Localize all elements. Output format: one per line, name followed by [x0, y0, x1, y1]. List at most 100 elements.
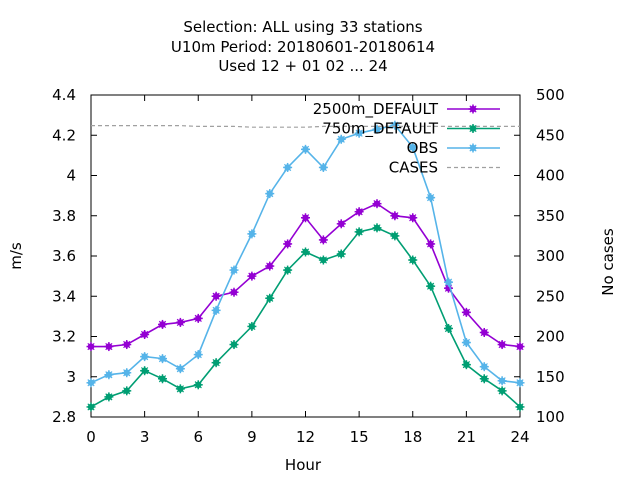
- series-point-2500m-default: [86, 342, 96, 352]
- y2-tick-label: 450: [536, 126, 565, 144]
- series-point-obs: [444, 277, 453, 287]
- series-point-obs: [497, 376, 507, 386]
- series-point-2500m-default: [390, 211, 400, 221]
- y2-tick-label: 350: [536, 207, 565, 225]
- series-point-2500m-default: [515, 342, 525, 352]
- series-point-750m-default: [372, 223, 382, 233]
- series-point-750m-default: [86, 402, 96, 412]
- series-point-obs: [193, 350, 203, 360]
- y2-tick-label: 200: [536, 328, 565, 346]
- series-point-obs: [158, 354, 167, 364]
- series-point-obs: [140, 352, 150, 362]
- series-point-750m-default: [158, 374, 167, 384]
- series-point-obs: [515, 378, 525, 388]
- series-point-obs: [265, 189, 275, 199]
- series-point-2500m-default: [211, 291, 221, 301]
- series-point-750m-default: [229, 340, 239, 350]
- y2-axis-ticks: 100 150 200 250 300 350 400 450 500: [514, 86, 565, 426]
- series-point-2500m-default: [175, 317, 185, 327]
- series-point-2500m-default: [426, 239, 436, 249]
- x-tick-label: 3: [140, 428, 150, 446]
- y2-tick-label: 150: [536, 368, 565, 386]
- x-axis-label: Hour: [285, 456, 322, 474]
- series-point-obs: [104, 370, 114, 380]
- series-point-2500m-default: [318, 235, 328, 245]
- legend-label-cases: CASES: [389, 159, 438, 177]
- y-tick-label: 3.2: [52, 328, 76, 346]
- series-point-750m-default: [461, 360, 471, 370]
- y-tick-label: 3.4: [52, 287, 76, 305]
- series-point-750m-default: [497, 386, 507, 396]
- series-point-obs: [301, 144, 310, 154]
- x-tick-label: 15: [350, 428, 369, 446]
- y-tick-label: 2.8: [52, 408, 76, 426]
- series-point-750m-default: [104, 392, 114, 402]
- series-point-obs: [283, 162, 293, 172]
- x-axis-ticks: 0 3 6 9 12 15 18 21 24: [86, 95, 530, 446]
- legend-marker-2500m-default: [468, 104, 478, 114]
- series-point-obs: [479, 362, 489, 372]
- series-point-2500m-default: [283, 239, 293, 249]
- series-point-2500m-default: [354, 207, 364, 217]
- series-point-obs: [372, 124, 382, 134]
- series-point-obs: [408, 142, 418, 152]
- series-point-750m-default: [283, 265, 293, 275]
- y2-tick-label: 250: [536, 287, 565, 305]
- y-tick-label: 3: [66, 368, 76, 386]
- series-line-cases: [91, 124, 520, 128]
- series-point-750m-default: [479, 374, 489, 384]
- x-tick-label: 21: [457, 428, 476, 446]
- x-tick-label: 6: [193, 428, 203, 446]
- x-tick-label: 9: [247, 428, 257, 446]
- y-axis-ticks: 2.8 3 3.2 3.4 3.6 3.8 4 4.2 4.4: [52, 86, 97, 426]
- series-point-750m-default: [140, 366, 150, 376]
- series-point-750m-default: [354, 227, 364, 237]
- y2-tick-label: 300: [536, 247, 565, 265]
- legend-marker-750m-default: [468, 124, 478, 133]
- series-point-2500m-default: [122, 340, 132, 350]
- series-point-obs: [461, 338, 471, 348]
- series-point-2500m-default: [461, 307, 471, 317]
- series-point-750m-default: [426, 281, 436, 291]
- series-point-750m-default: [390, 231, 400, 241]
- series-layer: [86, 120, 525, 412]
- y2-tick-label: 400: [536, 167, 565, 185]
- series-point-2500m-default: [479, 327, 489, 337]
- legend-label-obs: OBS: [407, 139, 438, 157]
- series-point-750m-default: [336, 249, 346, 259]
- y2-tick-label: 100: [536, 408, 565, 426]
- series-point-750m-default: [211, 358, 221, 368]
- series-point-obs: [390, 120, 400, 130]
- series-point-obs: [211, 305, 221, 315]
- series-point-2500m-default: [247, 271, 257, 281]
- series-point-750m-default: [122, 386, 132, 396]
- title-line-3: Used 12 + 01 02 ... 24: [218, 57, 387, 75]
- series-point-obs: [318, 162, 328, 172]
- x-tick-label: 24: [510, 428, 529, 446]
- series-point-2500m-default: [336, 219, 346, 229]
- title-line-2: U10m Period: 20180601-20180614: [171, 38, 435, 56]
- y-tick-label: 3.6: [52, 247, 76, 265]
- series-point-750m-default: [444, 323, 453, 333]
- legend-marker-obs: [468, 143, 478, 153]
- y2-tick-label: 500: [536, 86, 565, 104]
- x-tick-label: 18: [403, 428, 422, 446]
- series-point-obs: [229, 265, 239, 275]
- y-tick-label: 3.8: [52, 207, 76, 225]
- series-point-750m-default: [515, 402, 525, 412]
- legend-label-2500m-default: 2500m_DEFAULT: [313, 100, 439, 119]
- series-point-2500m-default: [229, 287, 239, 297]
- series-point-750m-default: [265, 293, 275, 303]
- y-tick-label: 4.4: [52, 86, 76, 104]
- series-point-obs: [86, 378, 96, 388]
- y-tick-label: 4.2: [52, 126, 76, 144]
- series-point-2500m-default: [372, 199, 382, 209]
- series-point-obs: [426, 193, 436, 203]
- series-point-750m-default: [175, 384, 185, 394]
- series-point-2500m-default: [193, 313, 203, 323]
- series-point-2500m-default: [158, 319, 167, 329]
- series-point-750m-default: [318, 255, 328, 265]
- series-point-obs: [122, 368, 132, 378]
